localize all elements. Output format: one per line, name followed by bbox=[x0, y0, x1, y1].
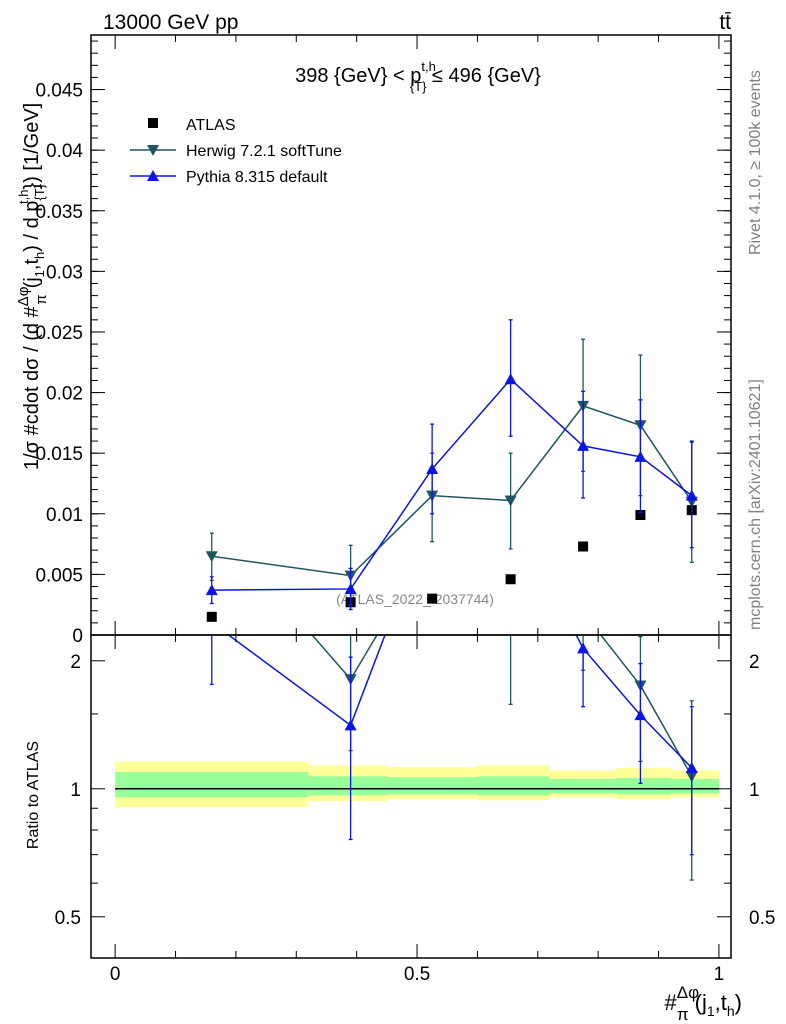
x-tick-label: 0 bbox=[110, 964, 121, 985]
herwig-series-line bbox=[211, 405, 693, 577]
ratio-y-tick-label: 1 bbox=[70, 780, 81, 801]
pythia-ratio-line bbox=[227, 635, 693, 769]
main-y-tick-label: 0.04 bbox=[46, 141, 83, 162]
main-y-tick-label: 0.005 bbox=[35, 565, 83, 586]
main-y-tick-label: 0.025 bbox=[35, 323, 83, 344]
ratio-band-green bbox=[308, 776, 387, 796]
main-y-tick-label: 0 bbox=[72, 626, 83, 647]
ratio-band-green bbox=[386, 777, 478, 795]
pythia-data-point bbox=[577, 439, 590, 451]
pythia-ratio-point bbox=[685, 761, 698, 773]
pythia-data-point bbox=[344, 582, 357, 594]
pythia-data-point bbox=[205, 584, 218, 596]
legend-marker-pythia bbox=[147, 170, 159, 181]
legend: ATLAS Herwig 7.2.1 softTune Pythia 8.315… bbox=[130, 117, 342, 186]
main-y-axis-label: 1/σ #cdot dσ / (d #Δφπ(j1,th) / d p{T}t,… bbox=[15, 103, 50, 470]
atlas-data-point bbox=[578, 541, 589, 552]
pythia-data-point bbox=[634, 450, 647, 462]
ratio-y-tick-label-right: 0.5 bbox=[749, 908, 775, 929]
legend-label-pythia: Pythia 8.315 default bbox=[186, 169, 328, 186]
ratio-panel-data bbox=[206, 514, 698, 881]
main-panel-axes: 0 0.005 0.01 0.015 0.02 0.025 0.03 0.035 0.04 0.0… bbox=[35, 35, 731, 647]
ratio-y-tick-label: 2 bbox=[70, 652, 81, 673]
x-axis-label: #Δφ π (j1,th) bbox=[665, 983, 743, 1024]
ratio-band-green bbox=[115, 772, 309, 798]
pythia-data-point bbox=[504, 373, 517, 385]
analysis-watermark: (ATLAS_2022_I2037744) bbox=[336, 591, 494, 607]
main-y-tick-label: 0.035 bbox=[35, 202, 83, 223]
mcplots-reference-label: mcplots.cern.ch [arXiv:2401.10621] bbox=[747, 379, 764, 630]
chart-title: 398 {GeV} < pt,h {T} ≤ 496 {GeV} bbox=[295, 59, 541, 94]
herwig-ratio-point bbox=[577, 607, 589, 618]
main-y-tick-label: 0.015 bbox=[35, 444, 83, 465]
x-tick-label: 1 bbox=[714, 964, 725, 985]
legend-label-herwig: Herwig 7.2.1 softTune bbox=[186, 143, 342, 160]
atlas-data-point bbox=[505, 574, 516, 585]
ratio-band-green bbox=[616, 778, 671, 795]
ratio-y-tick-label: 0.5 bbox=[55, 908, 81, 929]
ratio-band-green bbox=[549, 778, 617, 794]
pythia-series-line bbox=[211, 378, 693, 591]
ratio-panel-frame bbox=[90, 634, 732, 959]
ratio-y-tick-label-right: 1 bbox=[749, 780, 760, 801]
energy-label: 13000 GeV pp bbox=[103, 11, 238, 34]
legend-marker-herwig bbox=[147, 145, 159, 156]
atlas-data-point bbox=[427, 593, 438, 604]
legend-label-atlas: ATLAS bbox=[186, 117, 236, 134]
legend-marker-atlas bbox=[148, 118, 158, 128]
main-y-tick-label: 0.01 bbox=[46, 505, 83, 526]
pythia-data-point bbox=[426, 462, 439, 474]
rivet-version-label: Rivet 4.1.0, ≥ 100k events bbox=[747, 70, 764, 255]
herwig-data-point bbox=[205, 551, 218, 563]
main-y-tick-label: 0.045 bbox=[35, 81, 83, 102]
ratio-y-axis-label: Ratio to ATLAS bbox=[25, 741, 42, 849]
atlas-data-point bbox=[206, 611, 217, 622]
herwig-ratio-line bbox=[311, 635, 693, 777]
pythia-ratio-point bbox=[344, 719, 357, 731]
ratio-band-green bbox=[670, 778, 719, 794]
x-tick-label: 0.5 bbox=[404, 964, 430, 985]
ratio-uncertainty-bands bbox=[115, 761, 719, 808]
process-label: tt̄ bbox=[719, 11, 731, 34]
main-y-tick-label: 0.03 bbox=[46, 262, 83, 283]
pythia-ratio-point bbox=[577, 642, 590, 654]
pythia-data-point bbox=[685, 489, 698, 501]
main-y-tick-label: 0.02 bbox=[46, 384, 83, 405]
ratio-band-green bbox=[477, 776, 550, 796]
pythia-ratio-point bbox=[634, 709, 647, 721]
ratio-panel-axes: 0.5 0.5 1 1 2 2 0 0.5 1 bbox=[55, 635, 775, 985]
herwig-ratio-point bbox=[206, 514, 218, 525]
herwig-ratio-point bbox=[505, 621, 517, 632]
atlas-data-point bbox=[635, 510, 646, 520]
herwig-data-point bbox=[504, 495, 517, 507]
main-panel-data bbox=[205, 319, 698, 622]
ratio-y-tick-label-right: 2 bbox=[749, 652, 760, 673]
